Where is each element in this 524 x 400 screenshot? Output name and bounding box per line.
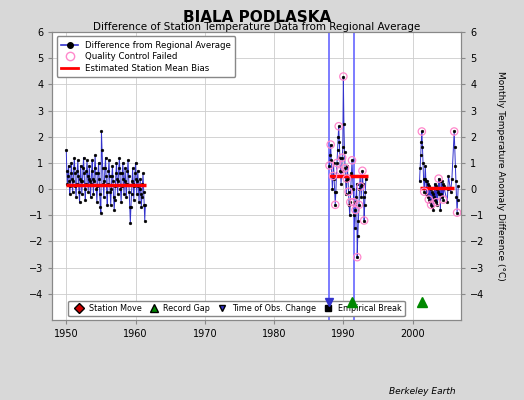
Point xyxy=(329,173,337,179)
Point xyxy=(360,217,368,224)
Text: Difference of Station Temperature Data from Regional Average: Difference of Station Temperature Data f… xyxy=(93,22,420,32)
Y-axis label: Monthly Temperature Anomaly Difference (°C): Monthly Temperature Anomaly Difference (… xyxy=(496,71,505,281)
Point xyxy=(358,168,367,174)
Point xyxy=(341,165,350,171)
Point xyxy=(339,73,347,80)
Point xyxy=(338,154,346,161)
Point xyxy=(418,128,426,135)
Point xyxy=(439,196,447,203)
Point xyxy=(427,202,435,208)
Point xyxy=(351,207,359,213)
Point xyxy=(348,157,356,164)
Point xyxy=(331,202,340,208)
Point xyxy=(333,160,341,166)
Point xyxy=(325,162,334,169)
Point xyxy=(356,183,365,190)
Point xyxy=(334,123,343,130)
Point xyxy=(336,168,345,174)
Point xyxy=(453,210,461,216)
Point xyxy=(432,199,441,205)
Point xyxy=(420,188,429,195)
Point xyxy=(450,128,458,135)
Text: BIALA PODLASKA: BIALA PODLASKA xyxy=(183,10,331,25)
Text: Berkeley Earth: Berkeley Earth xyxy=(389,387,456,396)
Point xyxy=(326,141,335,148)
Point xyxy=(344,188,353,195)
Point xyxy=(434,176,443,182)
Point xyxy=(355,202,363,208)
Point xyxy=(353,254,362,260)
Point xyxy=(346,199,354,205)
Legend: Station Move, Record Gap, Time of Obs. Change, Empirical Break: Station Move, Record Gap, Time of Obs. C… xyxy=(68,301,405,316)
Point xyxy=(424,196,433,203)
Point xyxy=(350,199,358,205)
Point xyxy=(343,176,351,182)
